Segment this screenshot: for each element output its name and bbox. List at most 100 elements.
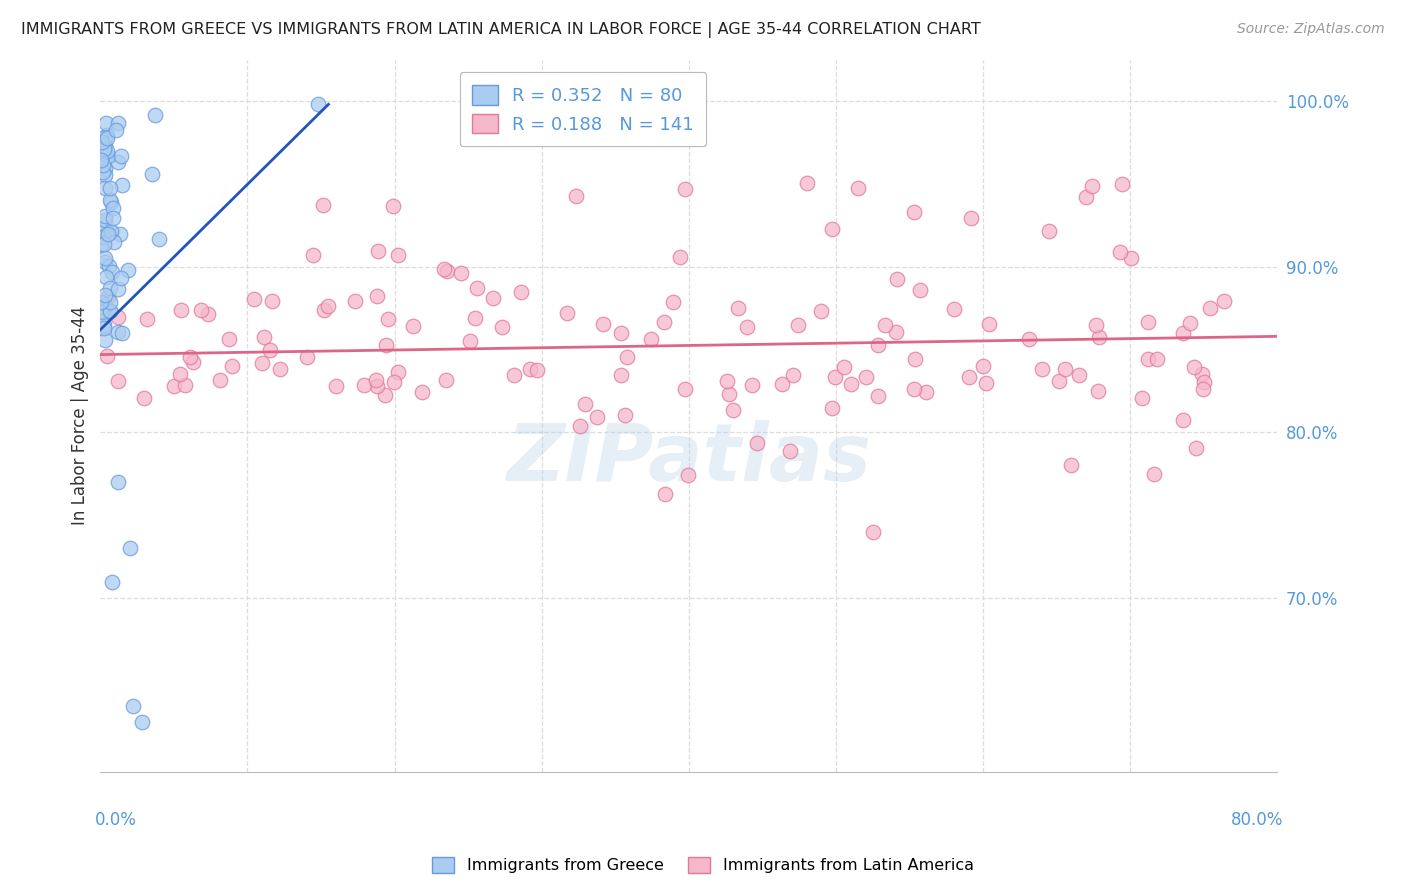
Point (821, 401, 844, 415)
Point (1111, 177, 1133, 191)
Text: 80.0%: 80.0% (1232, 812, 1284, 830)
Point (96, 116, 118, 130)
Point (1047, 374, 1070, 388)
Point (169, 367, 191, 381)
Point (91, 230, 114, 244)
Point (959, 211, 981, 225)
Point (94, 333, 117, 347)
Point (745, 435, 768, 450)
Point (862, 524, 884, 539)
Point (260, 294, 283, 309)
Point (316, 299, 339, 313)
Point (93, 321, 115, 335)
Point (173, 377, 195, 392)
Point (97, 259, 120, 273)
Point (569, 419, 592, 434)
Point (374, 337, 396, 351)
Point (94, 252, 117, 266)
Point (976, 376, 998, 390)
Point (868, 338, 890, 352)
Point (824, 370, 846, 384)
Point (143, 108, 166, 122)
Point (411, 384, 433, 399)
Point (107, 116, 129, 130)
Point (307, 97, 329, 112)
Point (721, 403, 744, 417)
Point (433, 262, 456, 277)
Point (1212, 293, 1234, 308)
Point (482, 291, 505, 305)
Point (208, 373, 231, 387)
Point (107, 154, 129, 169)
Point (491, 320, 513, 334)
Point (1185, 441, 1208, 455)
Point (107, 374, 129, 388)
Text: 0.0%: 0.0% (94, 812, 136, 830)
Point (1088, 330, 1111, 344)
Point (91, 150, 114, 164)
Point (904, 352, 927, 367)
Point (100, 224, 122, 238)
Point (98, 194, 121, 208)
Point (1074, 189, 1097, 203)
Point (93, 139, 115, 153)
Point (259, 343, 281, 357)
Point (374, 388, 396, 402)
Point (1146, 352, 1168, 367)
Point (464, 310, 486, 325)
Point (574, 397, 596, 411)
Point (1053, 362, 1076, 376)
Point (103, 201, 125, 215)
Point (96, 144, 118, 158)
Point (741, 378, 763, 392)
Text: IMMIGRANTS FROM GREECE VS IMMIGRANTS FROM LATIN AMERICA IN LABOR FORCE | AGE 35-: IMMIGRANTS FROM GREECE VS IMMIGRANTS FRO… (21, 22, 981, 38)
Point (510, 285, 533, 300)
Point (250, 356, 273, 370)
Point (111, 178, 134, 192)
Point (770, 377, 793, 392)
Point (132, 391, 155, 405)
Point (94, 254, 117, 268)
Point (105, 123, 128, 137)
Point (1191, 367, 1213, 381)
Text: ZIPatlas: ZIPatlas (506, 419, 872, 498)
Point (382, 199, 405, 213)
Point (387, 247, 409, 261)
Point (90, 137, 112, 152)
Point (810, 304, 832, 318)
Point (1087, 384, 1109, 398)
Point (364, 373, 387, 387)
Point (908, 283, 931, 297)
Point (669, 250, 692, 264)
Point (555, 306, 578, 320)
Point (654, 487, 676, 501)
Point (90, 238, 112, 252)
Point (148, 232, 170, 246)
Point (884, 326, 907, 340)
Point (366, 379, 388, 393)
Point (96, 128, 118, 143)
Point (903, 382, 925, 396)
Point (103, 211, 125, 225)
Point (325, 379, 347, 393)
Point (100, 225, 122, 239)
Point (183, 354, 205, 368)
Point (117, 262, 139, 277)
Point (402, 318, 425, 333)
Point (873, 318, 896, 332)
Point (1038, 224, 1060, 238)
Point (717, 386, 740, 401)
Point (353, 378, 375, 392)
Point (616, 350, 638, 364)
Point (107, 310, 129, 325)
Point (1192, 375, 1215, 389)
Point (103, 235, 125, 249)
Point (796, 177, 818, 191)
Point (243, 292, 266, 306)
Point (377, 311, 399, 326)
Point (1180, 316, 1202, 330)
Point (111, 326, 134, 341)
Point (855, 370, 877, 384)
Point (98, 181, 121, 195)
Point (1031, 362, 1053, 376)
